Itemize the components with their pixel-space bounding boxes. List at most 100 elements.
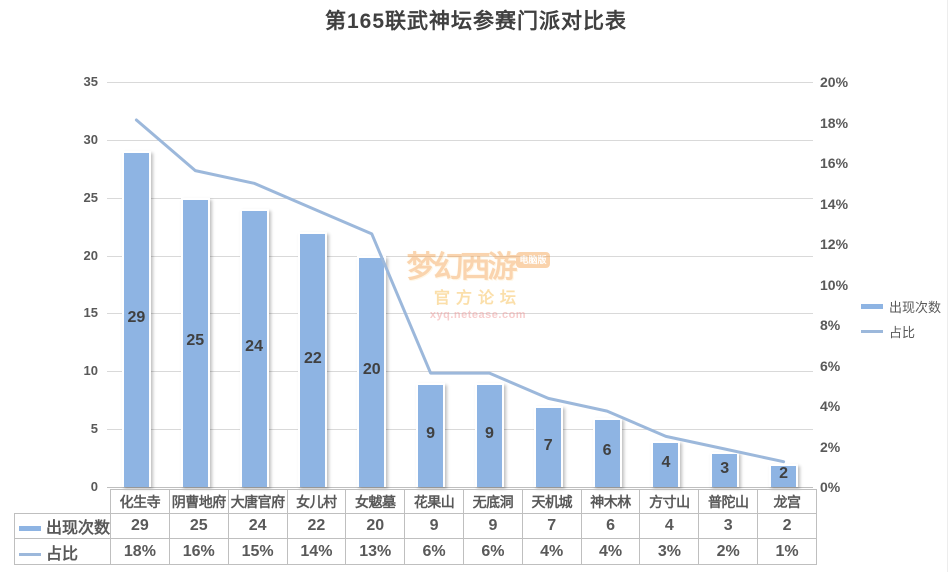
- table-row-counts: 出现次数 29 25 24 22 20 9 9 7 6 4 3 2: [13, 513, 817, 539]
- count-cell: 22: [286, 513, 347, 539]
- gridline: [107, 255, 813, 257]
- count-cell: 6: [580, 513, 641, 539]
- table-rowheader-ratios: 占比: [13, 538, 112, 565]
- category-cell: 大唐官府: [227, 489, 288, 514]
- category-cell: 阴曹地府: [168, 489, 229, 514]
- y-right-tick-label: 16%: [820, 155, 849, 171]
- ratio-cell: 16%: [168, 538, 229, 565]
- category-cell: 神木林: [580, 489, 641, 514]
- y-left-tick-label: 35: [83, 74, 98, 89]
- category-cell: 女儿村: [286, 489, 347, 514]
- count-cell: 20: [345, 513, 406, 539]
- bar-女儿村: [298, 232, 328, 487]
- table-rowheader-counts: 出现次数: [13, 513, 112, 539]
- legend-label-ratio: 占比: [889, 325, 916, 340]
- count-cell: 25: [168, 513, 229, 539]
- ratio-cell: 18%: [110, 538, 170, 565]
- ratio-cell: 14%: [286, 538, 347, 565]
- ratio-cell: 4%: [521, 538, 582, 565]
- y-left-tick-label: 20: [83, 247, 98, 263]
- y-left-tick-label: 10: [83, 363, 98, 379]
- bar-swatch-icon: [861, 304, 883, 309]
- bar-swatch-icon: [19, 526, 41, 532]
- count-cell: 9: [404, 513, 464, 539]
- y-right-tick-label: 2%: [820, 438, 841, 455]
- y-right-tick-label: 0%: [820, 479, 841, 495]
- bar-value-label: 4: [661, 453, 671, 471]
- y-right-tick-label: 14%: [820, 195, 849, 212]
- data-table: 化生寺 阴曹地府 大唐官府 女儿村 女魃墓 花果山 无底洞 天机城 神木林 方寸山 普陀山 龙宫 出现…: [13, 489, 817, 565]
- gridline: [107, 313, 813, 315]
- plot-area: 29 25 24 22 20 9 9 7 6 4 3 2: [107, 82, 813, 488]
- bar-value-label: 25: [186, 332, 205, 350]
- y-left-tick-label: 25: [83, 189, 98, 205]
- table-rowheader-counts-label: 出现次数: [46, 520, 111, 537]
- ratio-cell: 1%: [757, 538, 817, 565]
- table-row-ratios: 占比 18% 16% 15% 14% 13% 6% 6% 4% 4% 3% 2% 1%: [13, 538, 817, 565]
- bar-value-label: 29: [127, 309, 146, 327]
- y-right-tick-label: 18%: [820, 114, 849, 131]
- bar-神木林: [592, 417, 622, 487]
- bar-普陀山: [710, 452, 740, 487]
- category-cell: 天机城: [521, 489, 582, 514]
- ratio-cell: 2%: [698, 538, 759, 565]
- gridline: [107, 429, 813, 431]
- ratio-cell: 6%: [404, 538, 464, 565]
- bar-value-label: 3: [720, 459, 730, 477]
- y-right-tick-label: 20%: [820, 74, 849, 90]
- bar-value-label: 9: [426, 424, 436, 442]
- bar-龙宫: [769, 463, 799, 487]
- bar-无底洞: [474, 382, 504, 487]
- ratio-cell: 3%: [639, 538, 700, 565]
- bar-化生寺: [121, 151, 151, 487]
- y-left-tick-label: 0: [90, 479, 98, 494]
- y-right-tick-label: 6%: [820, 357, 841, 374]
- y-right-tick-label: 4%: [820, 398, 841, 414]
- category-cell: 化生寺: [110, 489, 170, 514]
- ratio-cell: 13%: [345, 538, 406, 565]
- count-cell: 29: [110, 513, 170, 539]
- y-right-tick-label: 10%: [820, 276, 849, 293]
- bar-value-label: 7: [543, 436, 553, 454]
- legend: 出现次数 占比: [861, 297, 941, 347]
- gridline: [107, 139, 813, 141]
- bar-天机城: [533, 406, 563, 487]
- category-cell: 无底洞: [462, 489, 523, 514]
- count-cell: 24: [227, 513, 288, 539]
- y-left-tick-label: 5: [90, 421, 98, 437]
- table-row-categories: 化生寺 阴曹地府 大唐官府 女儿村 女魃墓 花果山 无底洞 天机城 神木林 方寸山 普陀山 龙宫: [15, 489, 817, 514]
- category-cell: 普陀山: [698, 489, 759, 514]
- bar-阴曹地府: [180, 197, 210, 487]
- legend-item-count: 出现次数: [861, 297, 941, 316]
- y-right-tick-label: 8%: [820, 317, 841, 333]
- legend-item-ratio: 占比: [861, 322, 941, 341]
- ratio-line: [134, 118, 786, 464]
- ratio-cell: 4%: [580, 538, 641, 565]
- line-swatch-icon: [861, 330, 883, 333]
- category-cell: 龙宫: [757, 489, 817, 514]
- category-cell: 花果山: [404, 489, 464, 514]
- y-right-tick-label: 12%: [820, 236, 849, 252]
- bar-女魃墓: [357, 255, 387, 487]
- chart-title: 第165联武神坛参赛门派对比表: [324, 10, 628, 33]
- bar-value-label: 2: [779, 465, 789, 483]
- screen-edge-line: [947, 0, 948, 572]
- count-cell: 3: [698, 513, 759, 539]
- ratio-cell: 15%: [227, 538, 288, 565]
- bar-value-label: 20: [362, 361, 381, 379]
- gridline: [107, 197, 813, 199]
- count-cell: 4: [639, 513, 700, 539]
- y-left-tick-label: 15: [83, 305, 98, 321]
- category-cell: 女魃墓: [345, 489, 406, 514]
- y-left-tick-label: 30: [83, 131, 98, 147]
- table-rowheader-ratios-label: 占比: [46, 545, 79, 563]
- bar-大唐官府: [239, 209, 269, 487]
- category-cell: 方寸山: [639, 489, 700, 514]
- line-swatch-icon: [19, 552, 41, 556]
- bar-value-label: 22: [304, 349, 322, 367]
- bar-方寸山: [651, 440, 681, 487]
- table-corner-cell: [15, 490, 111, 514]
- count-cell: 7: [521, 513, 582, 539]
- bar-花果山: [416, 382, 446, 487]
